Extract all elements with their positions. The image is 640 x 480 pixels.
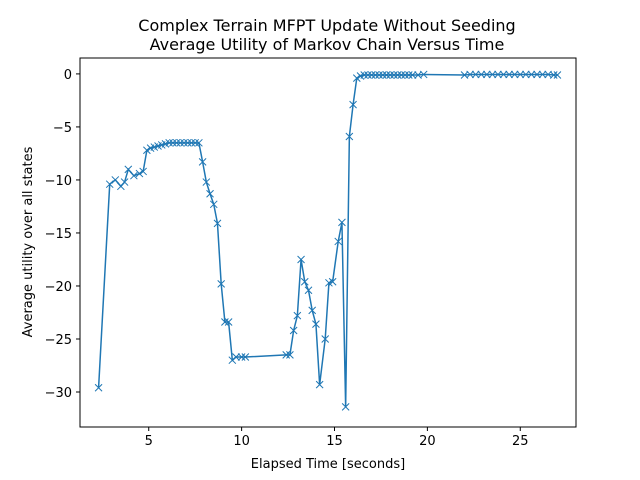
data-point-marker <box>191 138 200 147</box>
data-point-marker <box>466 70 474 79</box>
data-point-marker <box>527 70 536 79</box>
x-tick-label: 15 <box>326 434 343 449</box>
x-tick-label: 25 <box>512 434 529 449</box>
data-point-marker <box>111 176 120 184</box>
x-tick-label: 10 <box>233 434 250 449</box>
chart-title-line-2: Average Utility of Markov Chain Versus T… <box>150 35 505 54</box>
data-point-marker <box>345 132 354 141</box>
data-point-marker <box>282 351 291 359</box>
data-point-marker <box>315 380 324 389</box>
data-point-marker <box>135 169 144 178</box>
data-point-marker <box>198 158 207 166</box>
data-point-marker <box>187 138 196 147</box>
data-point-marker <box>224 318 233 326</box>
data-point-marker <box>553 71 562 79</box>
data-point-marker <box>341 402 350 411</box>
data-point-marker <box>183 138 192 147</box>
data-point-marker <box>371 71 380 79</box>
data-point-marker <box>321 335 330 343</box>
x-tick-label: 5 <box>145 434 153 449</box>
data-point-marker <box>375 71 383 79</box>
data-point-marker <box>510 70 519 79</box>
data-point-marker <box>297 255 305 264</box>
data-point-marker <box>143 146 151 155</box>
data-point-marker <box>221 318 229 326</box>
data-point-marker <box>352 74 361 83</box>
data-point-marker <box>378 71 387 79</box>
data-point-marker <box>328 277 337 286</box>
data-point-marker <box>349 100 357 109</box>
data-point-marker <box>293 311 302 320</box>
data-point-marker <box>367 71 376 79</box>
data-point-marker <box>338 218 346 227</box>
data-point-marker <box>386 71 395 79</box>
y-tick-label: −5 <box>53 121 72 136</box>
y-tick-label: −10 <box>45 174 72 189</box>
data-point-marker <box>300 277 309 286</box>
data-point-marker <box>105 180 114 189</box>
data-point-marker <box>286 351 294 359</box>
data-point-marker <box>397 71 406 79</box>
data-point-marker <box>308 306 317 315</box>
x-tick-label: 20 <box>419 434 436 449</box>
y-tick-label: −25 <box>45 333 72 348</box>
data-point-marker <box>533 70 541 79</box>
data-point-marker <box>202 178 211 186</box>
data-point-marker <box>404 71 413 79</box>
x-axis-label: Elapsed Time [seconds] <box>251 457 405 472</box>
y-axis-label: Average utility over all states <box>21 146 36 337</box>
data-point-marker <box>488 70 497 79</box>
data-point-marker <box>499 70 508 79</box>
data-point-marker <box>120 178 129 186</box>
data-point-marker <box>94 383 103 392</box>
data-point-marker <box>494 70 502 79</box>
data-point-marker <box>477 70 486 79</box>
data-point-marker <box>312 320 320 329</box>
data-point-marker <box>516 70 525 79</box>
data-point-marker <box>505 70 513 79</box>
y-tick-label: 0 <box>64 68 72 83</box>
data-point-marker <box>549 71 558 79</box>
data-point-marker <box>364 71 372 79</box>
data-point-marker <box>482 70 491 79</box>
plot-frame <box>79 57 577 428</box>
data-point-marker <box>209 200 218 209</box>
data-point-marker <box>237 353 246 361</box>
data-point-marker <box>393 71 402 79</box>
data-point-marker <box>521 70 530 79</box>
data-point-marker <box>360 71 369 79</box>
data-point-marker <box>289 326 298 335</box>
data-point-marker <box>390 71 398 79</box>
data-point-marker <box>217 279 226 288</box>
y-tick-label: −20 <box>45 280 72 295</box>
data-point-marker <box>180 138 188 147</box>
data-point-marker <box>401 71 409 79</box>
data-point-marker <box>124 165 133 174</box>
data-point-marker <box>408 71 417 79</box>
data-point-marker <box>241 353 250 361</box>
data-point-marker <box>334 237 343 246</box>
data-point-marker <box>471 70 480 79</box>
data-point-marker <box>169 138 177 147</box>
chart-title-line-1: Complex Terrain MFPT Update Without Seed… <box>138 16 515 35</box>
data-point-marker <box>206 189 214 198</box>
data-point-marker <box>304 286 313 295</box>
data-point-marker <box>213 219 222 228</box>
data-point-marker <box>172 138 181 147</box>
data-point-marker <box>165 138 174 147</box>
series-line <box>97 73 558 407</box>
y-tick-label: −30 <box>45 386 72 401</box>
data-point-marker <box>382 71 391 79</box>
data-point-marker <box>195 138 203 147</box>
data-point-marker <box>232 353 240 361</box>
data-point-marker <box>139 167 148 176</box>
y-tick-label: −15 <box>45 227 72 242</box>
data-point-marker <box>130 171 138 180</box>
data-point-marker <box>538 70 547 79</box>
data-point-marker <box>419 70 428 79</box>
data-point-marker <box>176 138 185 147</box>
